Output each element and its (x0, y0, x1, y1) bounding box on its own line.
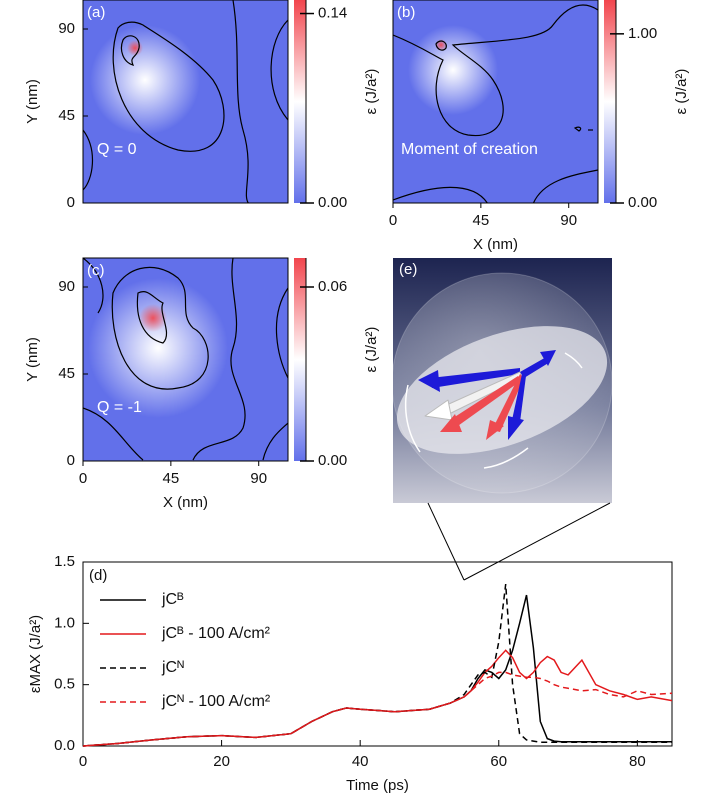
zoom-lines (427, 502, 611, 581)
y-tick-label: 90 (58, 278, 75, 295)
x-tick-label: 0 (79, 470, 87, 487)
panel-label: (b) (397, 4, 415, 21)
x-axis-label: X (nm) (163, 494, 208, 511)
x-tick-label: 40 (352, 753, 369, 770)
contour (112, 21, 225, 152)
heatmap-field (83, 0, 288, 203)
annotation: Moment of creation (401, 141, 538, 158)
y-tick-label: 90 (58, 20, 75, 37)
colorbar (294, 258, 306, 461)
y-tick-label: 0.5 (54, 676, 75, 693)
y-tick-label: 0 (67, 194, 75, 211)
legend-label: jCᴺ (161, 659, 184, 676)
x-tick-label: 90 (560, 212, 577, 229)
x-tick-label: 20 (213, 753, 230, 770)
colorbar (294, 0, 306, 203)
contour (136, 291, 168, 344)
contour (393, 4, 598, 137)
legend-label: jCᴮ - 100 A/cm² (161, 625, 271, 642)
colorbar-label: ε (J/a²) (363, 327, 380, 373)
contour (275, 287, 288, 379)
energy-spot (139, 304, 167, 332)
heatmap-field (393, 4, 598, 203)
energy-glow (408, 25, 498, 115)
plot-frame (82, 0, 289, 204)
colorbar-tick-label: 0.00 (318, 194, 347, 211)
heatmap-panel: (b) Moment of creation 0 45 90 X (nm) 0.00 1.00… (389, 0, 690, 253)
x-axis-label: Time (ps) (346, 777, 409, 794)
panel-label: (d) (89, 567, 107, 584)
colorbar-tick-label: 0.14 (318, 5, 347, 22)
contour (270, 19, 288, 121)
annotation: Q = -1 (97, 399, 142, 416)
x-tick-label: 60 (490, 753, 507, 770)
plot-frame (82, 561, 673, 747)
y-axis-label: Y (nm) (24, 337, 41, 382)
plot-frame (82, 257, 289, 462)
rotation-arrows (404, 352, 583, 469)
panel-label: (a) (87, 4, 105, 21)
panel-e: (e) (391, 258, 613, 503)
series-line (82, 649, 673, 747)
contour (262, 422, 288, 461)
y-tick-label: 1.5 (54, 553, 75, 570)
legend-label: jCᴮ (161, 591, 184, 608)
contour (111, 266, 209, 390)
contour (435, 40, 447, 51)
contour (393, 186, 488, 203)
x-tick-label: 80 (629, 753, 646, 770)
legend-label: jCᴺ - 100 A/cm² (161, 693, 271, 710)
line-chart: 0.0 0.5 1.0 1.5 0 20 40 60 80 Time (ps) εMAX (J/a²… (27, 553, 673, 794)
x-tick-label: 45 (473, 212, 490, 229)
colorbar-tick-label: 0.00 (318, 452, 347, 469)
heatmap-panel: (c) Q = -1 0 45 90 0 45 90 Y (nm) X (nm) 0.00 0.06 ε… (24, 257, 380, 511)
x-tick-label: 0 (389, 212, 397, 229)
x-tick-label: 90 (250, 470, 267, 487)
heatmap-field (83, 258, 288, 461)
y-axis-label: εMAX (J/a²) (27, 615, 44, 693)
x-tick-label: 45 (163, 470, 180, 487)
contour (83, 407, 144, 461)
energy-spot (127, 40, 143, 56)
colorbar-tick-label: 0.06 (318, 278, 347, 295)
y-tick-label: 0.0 (54, 737, 75, 754)
y-tick-label: 45 (58, 365, 75, 382)
colorbar-label: ε (J/a²) (673, 69, 690, 115)
colorbar (604, 0, 616, 203)
panel-label: (c) (87, 262, 105, 279)
x-tick-label: 0 (79, 753, 87, 770)
y-axis-label: Y (nm) (24, 79, 41, 124)
colorbar-tick-label: 1.00 (628, 25, 657, 42)
contour (232, 0, 250, 203)
contour (192, 258, 246, 461)
x-axis-label: X (nm) (473, 236, 518, 253)
contour (120, 35, 140, 66)
heatmap-panel: (a) Q = 0 0 45 90 Y (nm) 0.00 0.14 ε (J/a²) (24, 0, 380, 211)
colorbar-tick-label: 0.00 (628, 194, 657, 211)
contour (83, 129, 94, 191)
contour (573, 126, 582, 132)
annotation: Q = 0 (97, 141, 137, 158)
series-line (82, 584, 672, 747)
contour (83, 258, 104, 314)
energy-glow (90, 25, 200, 135)
plot-frame (392, 0, 599, 204)
colorbar-label: ε (J/a²) (363, 69, 380, 115)
contour (532, 169, 598, 203)
panel-label: (e) (399, 261, 417, 278)
series-line (82, 671, 673, 747)
y-tick-label: 1.0 (54, 614, 75, 631)
y-tick-label: 0 (67, 452, 75, 469)
y-tick-label: 45 (58, 107, 75, 124)
arrows (418, 350, 556, 440)
